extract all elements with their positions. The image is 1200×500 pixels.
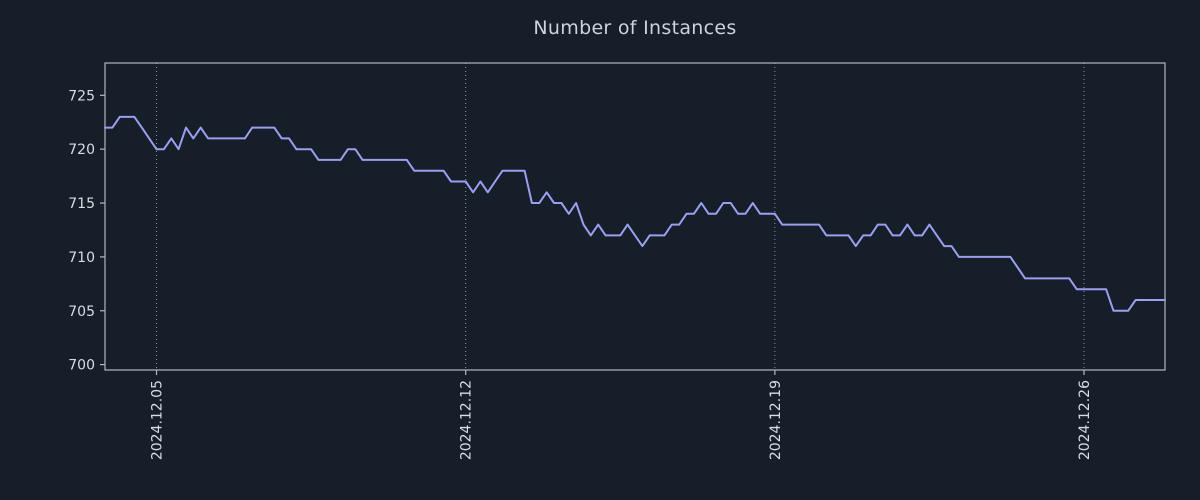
- y-axis-tick-label: 725: [68, 88, 95, 104]
- y-axis-tick-label: 720: [68, 142, 95, 158]
- y-axis-tick-label: 715: [68, 196, 95, 212]
- series-line: [104, 115, 1166, 312]
- x-axis-tick-label: 2024.12.26: [1077, 380, 1093, 460]
- plot-border: [104, 62, 1166, 371]
- y-axis-tick-label: 700: [68, 358, 95, 374]
- x-axis-tick-label: 2024.12.19: [768, 380, 784, 460]
- x-axis-tick-label: 2024.12.05: [150, 380, 166, 460]
- chart-title: Number of Instances: [533, 17, 737, 39]
- y-axis-tick-label: 710: [68, 250, 95, 266]
- x-axis-tick-label: 2024.12.12: [459, 380, 475, 460]
- y-axis-tick-label: 705: [68, 304, 95, 320]
